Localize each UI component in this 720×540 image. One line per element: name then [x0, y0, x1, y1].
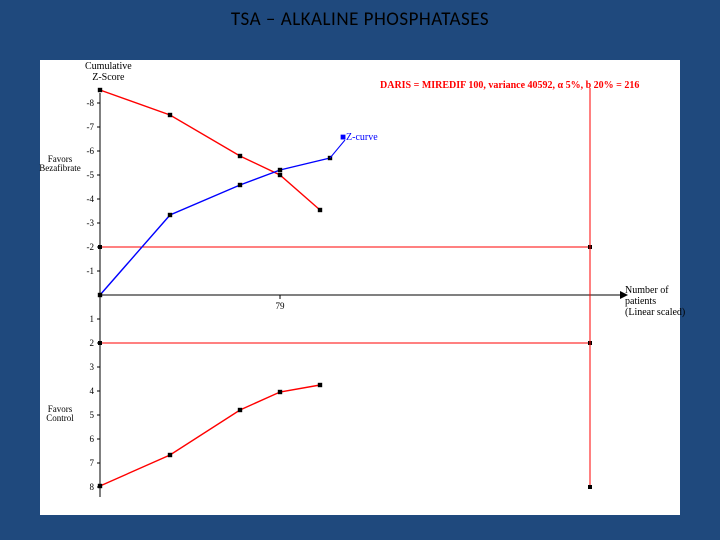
y-side-label-lower: Favors Control [38, 405, 82, 424]
svg-text:-6: -6 [87, 146, 95, 156]
svg-text:8: 8 [90, 482, 95, 492]
x-axis-label: Number of patients (Linear scaled) [625, 285, 680, 318]
slide-title: TSA – ALKALINE PHOSPHATASES [0, 8, 720, 31]
svg-text:6: 6 [90, 434, 95, 444]
svg-text:-7: -7 [87, 122, 95, 132]
svg-text:-2: -2 [87, 242, 95, 252]
chart-area: -8 -7 -6 -5 -4 -3 -2 -1 1 2 3 4 5 6 7 8 79 Cumulative Z-… [40, 60, 680, 515]
svg-text:-3: -3 [87, 218, 95, 228]
svg-text:-1: -1 [87, 266, 95, 276]
svg-text:7: 7 [90, 458, 95, 468]
svg-text:-8: -8 [87, 98, 95, 108]
svg-text:79: 79 [276, 301, 286, 311]
daris-text: DARIS = MIREDIF 100, variance 40592, α 5… [380, 80, 639, 91]
chart-svg: -8 -7 -6 -5 -4 -3 -2 -1 1 2 3 4 5 6 7 8 79 [40, 60, 680, 515]
y-side-label-upper: Favors Bezafibrate [38, 155, 82, 174]
svg-text:-5: -5 [87, 170, 95, 180]
svg-text:-4: -4 [87, 194, 95, 204]
svg-text:2: 2 [90, 338, 95, 348]
svg-text:4: 4 [90, 386, 95, 396]
svg-text:3: 3 [90, 362, 95, 372]
svg-text:1: 1 [90, 314, 95, 324]
zcurve-label: ■Z-curve [340, 132, 378, 143]
svg-text:5: 5 [90, 410, 95, 420]
y-axis-title: Cumulative Z-Score [85, 62, 132, 83]
